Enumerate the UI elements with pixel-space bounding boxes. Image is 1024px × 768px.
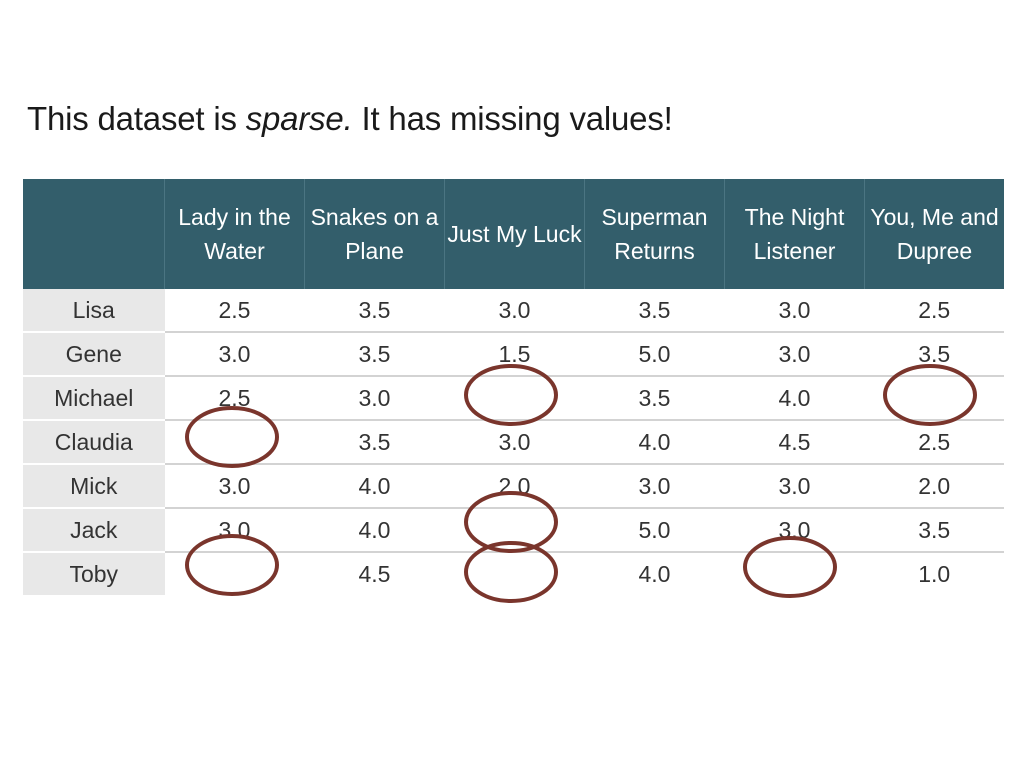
header-row: Lady in the Water Snakes on a Plane Just…: [23, 179, 1004, 289]
user-name: Toby: [23, 552, 165, 595]
rating-cell: 2.0: [444, 464, 585, 509]
user-name: Claudia: [23, 420, 165, 465]
table-row: Mick 3.0 4.0 2.0 3.0 3.0 2.0: [23, 464, 1004, 509]
rating-cell-missing: [444, 508, 585, 553]
rating-cell: 3.0: [724, 464, 865, 509]
rating-cell-missing: [444, 376, 585, 421]
movie-header: Superman Returns: [584, 179, 725, 289]
rating-cell: 3.0: [584, 464, 725, 509]
movie-header: Snakes on a Plane: [304, 179, 445, 289]
movie-header: Just My Luck: [444, 179, 585, 289]
rating-cell: 3.5: [584, 289, 725, 333]
rating-cell: 5.0: [584, 508, 725, 553]
slide-title: This dataset is sparse. It has missing v…: [27, 100, 673, 138]
user-name: Michael: [23, 376, 165, 421]
rating-cell: 4.0: [304, 508, 445, 553]
user-name: Jack: [23, 508, 165, 553]
rating-cell: 4.5: [724, 420, 865, 465]
rating-cell-missing: [725, 552, 865, 595]
rating-cell: 3.5: [304, 332, 445, 377]
corner-header: [23, 179, 165, 289]
movie-header: The Night Listener: [724, 179, 865, 289]
rating-cell: 2.0: [864, 464, 1004, 509]
table-row: Lisa 2.5 3.5 3.0 3.5 3.0 2.5: [23, 289, 1004, 333]
rating-cell: 5.0: [584, 332, 725, 377]
rating-cell: 3.0: [724, 332, 865, 377]
rating-cell: 1.0: [918, 560, 951, 587]
rating-cell: 3.0: [444, 289, 585, 333]
rating-cell: 3.0: [724, 289, 865, 333]
rating-cell: 3.0: [444, 420, 585, 465]
rating-cell: 3.5: [864, 508, 1004, 553]
rating-cell-missing: [864, 376, 1004, 421]
user-name: Gene: [23, 332, 165, 377]
title-prefix: This dataset is: [27, 100, 246, 137]
rating-cell-missing: [445, 552, 585, 595]
ratings-table: Lady in the Water Snakes on a Plane Just…: [23, 179, 1004, 595]
rating-cell: 4.0: [638, 560, 671, 587]
rating-cell: 4.0: [724, 376, 865, 421]
movie-header: Lady in the Water: [164, 179, 305, 289]
rating-cell: 3.5: [304, 289, 445, 333]
rating-cell: 3.0: [164, 332, 305, 377]
rating-cell-missing: [165, 552, 305, 595]
rating-cell: 4.0: [584, 420, 725, 465]
rating-cell: 3.5: [864, 332, 1004, 377]
rating-cell: 2.5: [164, 376, 305, 421]
rating-cell: 2.5: [864, 420, 1004, 465]
title-emphasis: sparse.: [245, 100, 353, 137]
table-row: Claudia 3.5 3.0 4.0 4.5 2.5: [23, 420, 1004, 465]
user-name: Mick: [23, 464, 165, 509]
table-row: Jack 3.0 4.0 5.0 3.0 3.5: [23, 508, 1004, 553]
table-row: Toby 4.5 4.0 1.0: [23, 552, 1004, 595]
rating-cell: 3.0: [164, 508, 305, 553]
table-row: Gene 3.0 3.5 1.5 5.0 3.0 3.5: [23, 332, 1004, 377]
movie-header: You, Me and Dupree: [864, 179, 1004, 289]
rating-cell: 2.5: [864, 289, 1004, 333]
rating-cell: 2.5: [164, 289, 305, 333]
rating-cell: 3.0: [724, 508, 865, 553]
rating-cell-missing: [164, 420, 305, 465]
title-suffix: It has missing values!: [352, 100, 673, 137]
rating-cell: 1.5: [444, 332, 585, 377]
rating-cell: 3.5: [304, 420, 445, 465]
rating-cell: 3.0: [304, 376, 445, 421]
rating-cell: 4.0: [304, 464, 445, 509]
rating-cell: 4.5: [358, 560, 391, 587]
table-row: Michael 2.5 3.0 3.5 4.0: [23, 376, 1004, 421]
user-name: Lisa: [23, 289, 165, 333]
rating-cell: 3.5: [584, 376, 725, 421]
rating-cell: 3.0: [164, 464, 305, 509]
